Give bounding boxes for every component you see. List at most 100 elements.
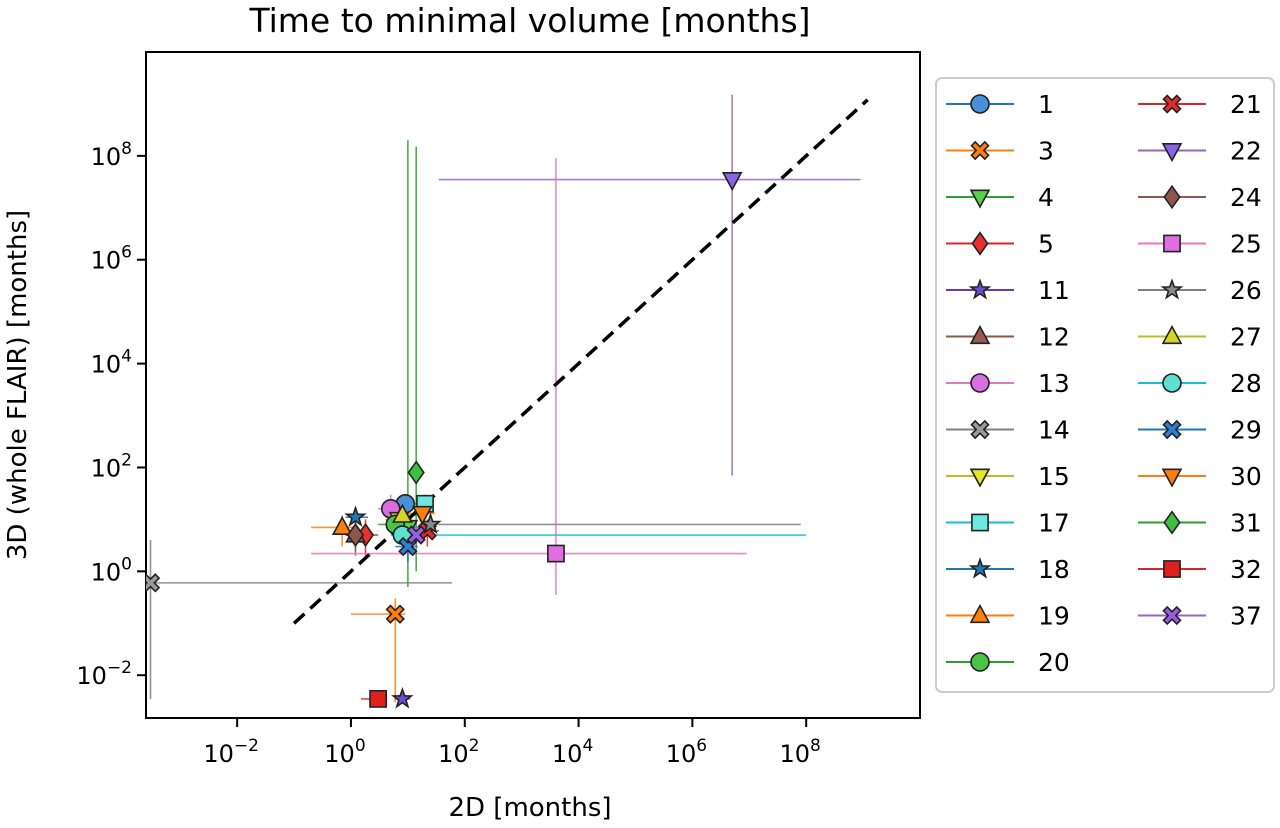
legend-entry-4: 4 <box>946 183 1054 212</box>
plot-frame <box>145 51 921 719</box>
legend-marker <box>1163 234 1181 253</box>
legend-entry-25: 25 <box>1138 230 1262 259</box>
legend-marker <box>969 468 991 488</box>
legend-entry-37: 37 <box>1138 602 1262 631</box>
data-point-31 <box>407 460 425 485</box>
legend: 1345111213141517181920212224252627282930… <box>935 77 1275 693</box>
legend-entry-31: 31 <box>1138 509 1262 538</box>
legend-entry-29: 29 <box>1138 416 1262 445</box>
legend-label: 14 <box>1038 416 1070 445</box>
legend-label: 37 <box>1230 602 1262 631</box>
legend-marker <box>971 513 989 532</box>
data-point-37 <box>406 525 426 545</box>
legend-entry-19: 19 <box>946 602 1070 631</box>
legend-label: 28 <box>1230 369 1262 398</box>
y-axis-label: 3D (whole FLAIR) [months] <box>3 210 33 560</box>
data-point-25 <box>547 544 565 563</box>
legend-entry-5: 5 <box>946 230 1054 259</box>
legend-marker <box>1163 510 1181 535</box>
legend-label: 21 <box>1230 90 1262 119</box>
legend-marker <box>1161 143 1183 163</box>
legend-marker <box>968 278 992 300</box>
legend-entry-27: 27 <box>1138 323 1262 352</box>
legend-marker <box>970 94 990 114</box>
data-point-27 <box>392 503 413 523</box>
legend-entry-12: 12 <box>946 323 1070 352</box>
legend-label: 18 <box>1038 555 1070 584</box>
legend-label: 4 <box>1038 183 1054 212</box>
legend-marker <box>1161 468 1183 488</box>
x-tick-label: 106 <box>666 736 707 768</box>
legend-marker <box>1161 324 1183 345</box>
legend-marker <box>1160 278 1184 300</box>
data-point-32 <box>369 689 388 708</box>
x-axis-label: 2D [months] <box>448 793 611 823</box>
legend-marker <box>970 652 990 672</box>
data-point-22 <box>721 172 743 192</box>
legend-label: 31 <box>1230 509 1262 538</box>
legend-marker <box>1162 419 1182 440</box>
x-tick-label: 102 <box>438 736 479 768</box>
legend-marker <box>969 603 991 624</box>
legend-entry-24: 24 <box>1138 183 1262 212</box>
x-tick-label: 108 <box>780 736 821 768</box>
legend-entry-15: 15 <box>946 462 1070 491</box>
legend-marker <box>1163 560 1181 578</box>
reference-line <box>292 98 869 625</box>
legend-entry-22: 22 <box>1138 137 1262 166</box>
legend-label: 15 <box>1038 462 1070 491</box>
legend-entry-28: 28 <box>1138 369 1262 398</box>
legend-entry-1: 1 <box>946 90 1054 119</box>
legend-label: 22 <box>1230 137 1262 166</box>
data-point-30 <box>412 505 433 526</box>
legend-label: 32 <box>1230 555 1262 584</box>
y-tick-label: 100 <box>91 554 132 586</box>
x-tick-label: 100 <box>324 736 365 768</box>
legend-entry-17: 17 <box>946 509 1070 538</box>
data-point-3 <box>385 604 405 624</box>
legend-label: 25 <box>1230 230 1262 259</box>
y-tick-label: 108 <box>91 139 132 171</box>
chart-title: Time to minimal volume [months] <box>248 1 810 40</box>
legend-entry-21: 21 <box>1138 90 1262 119</box>
legend-label: 11 <box>1038 276 1070 305</box>
y-tick-label: 102 <box>91 450 132 482</box>
y-tick-label: 106 <box>91 243 132 275</box>
legend-label: 24 <box>1230 183 1262 212</box>
data-point-19 <box>331 515 353 536</box>
legend-marker <box>969 324 991 345</box>
legend-marker <box>1162 605 1182 626</box>
y-tick-label: 104 <box>91 347 132 379</box>
legend-label: 27 <box>1230 323 1262 352</box>
legend-entry-14: 14 <box>946 416 1070 445</box>
legend-label: 30 <box>1230 462 1262 491</box>
legend-marker <box>970 373 990 393</box>
legend-label: 5 <box>1038 230 1054 259</box>
data-layer <box>146 94 869 709</box>
legend-marker <box>968 557 992 579</box>
legend-marker <box>969 189 991 209</box>
legend-marker <box>970 140 990 161</box>
legend-entry-20: 20 <box>946 648 1070 677</box>
legend-label: 13 <box>1038 369 1070 398</box>
legend-label: 29 <box>1230 416 1262 445</box>
legend-marker <box>1162 94 1182 114</box>
legend-marker <box>971 231 989 256</box>
x-tick-label: 104 <box>552 736 593 768</box>
legend-label: 19 <box>1038 602 1070 631</box>
legend-entry-30: 30 <box>1138 462 1262 491</box>
data-point-11 <box>391 686 414 709</box>
legend-entry-18: 18 <box>946 555 1070 584</box>
legend-entry-32: 32 <box>1138 555 1262 584</box>
legend-entry-3: 3 <box>946 137 1054 166</box>
legend-label: 17 <box>1038 509 1070 538</box>
data-point-24 <box>346 522 365 548</box>
legend-marker <box>1162 373 1182 393</box>
legend-frame <box>935 77 1275 693</box>
legend-entry-26: 26 <box>1138 276 1262 305</box>
data-point-14 <box>146 573 161 593</box>
legend-label: 12 <box>1038 323 1070 352</box>
legend-label: 1 <box>1038 90 1054 119</box>
x-tick-label: 10−2 <box>203 736 259 768</box>
